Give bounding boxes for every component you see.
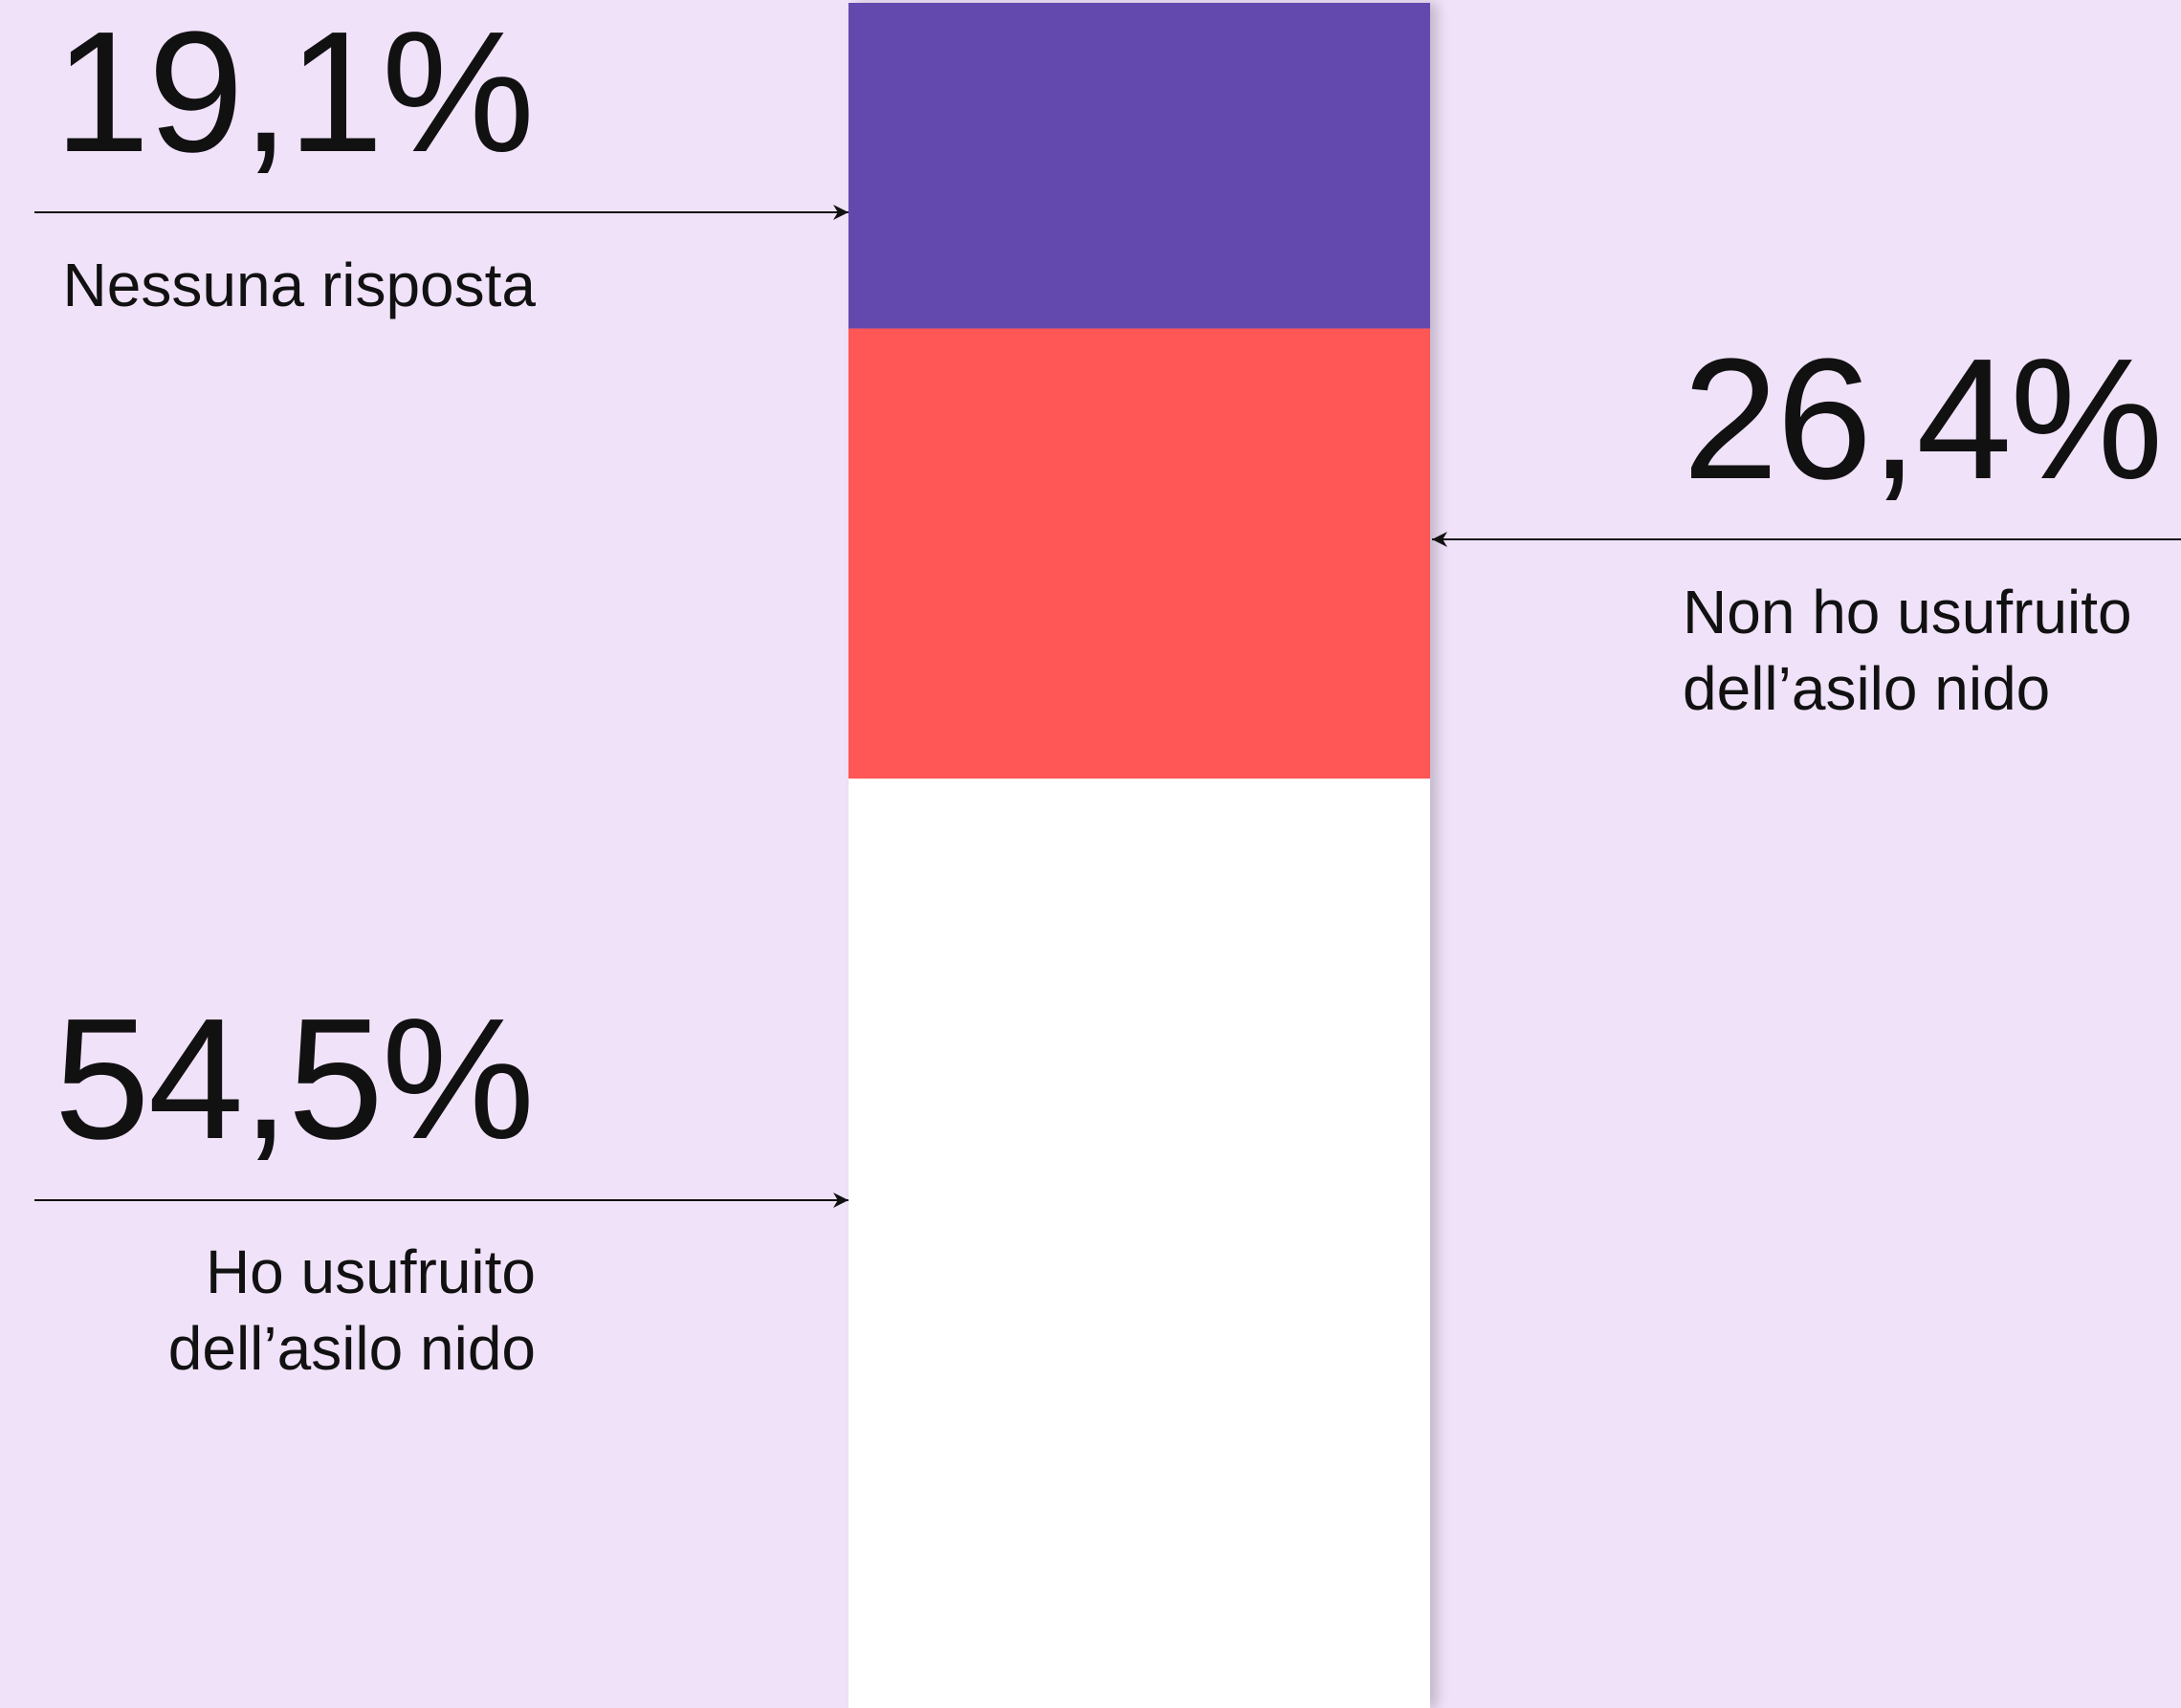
legend-label: Nessuna risposta (62, 251, 536, 319)
value-label: 19,1% (54, 0, 535, 188)
legend-label: Non ho usufruito dell’asilo nido (1683, 578, 2132, 723)
value-label: 26,4% (1683, 323, 2163, 515)
pointers (34, 205, 2181, 1208)
bar-segment (848, 778, 1430, 1708)
bar-segment (848, 3, 1430, 329)
bar-segment (848, 328, 1430, 779)
stacked-bar (848, 3, 1430, 1708)
value-label: 54,5% (54, 983, 535, 1175)
legend-label: Ho usufruito dell’asilo nido (167, 1237, 536, 1383)
